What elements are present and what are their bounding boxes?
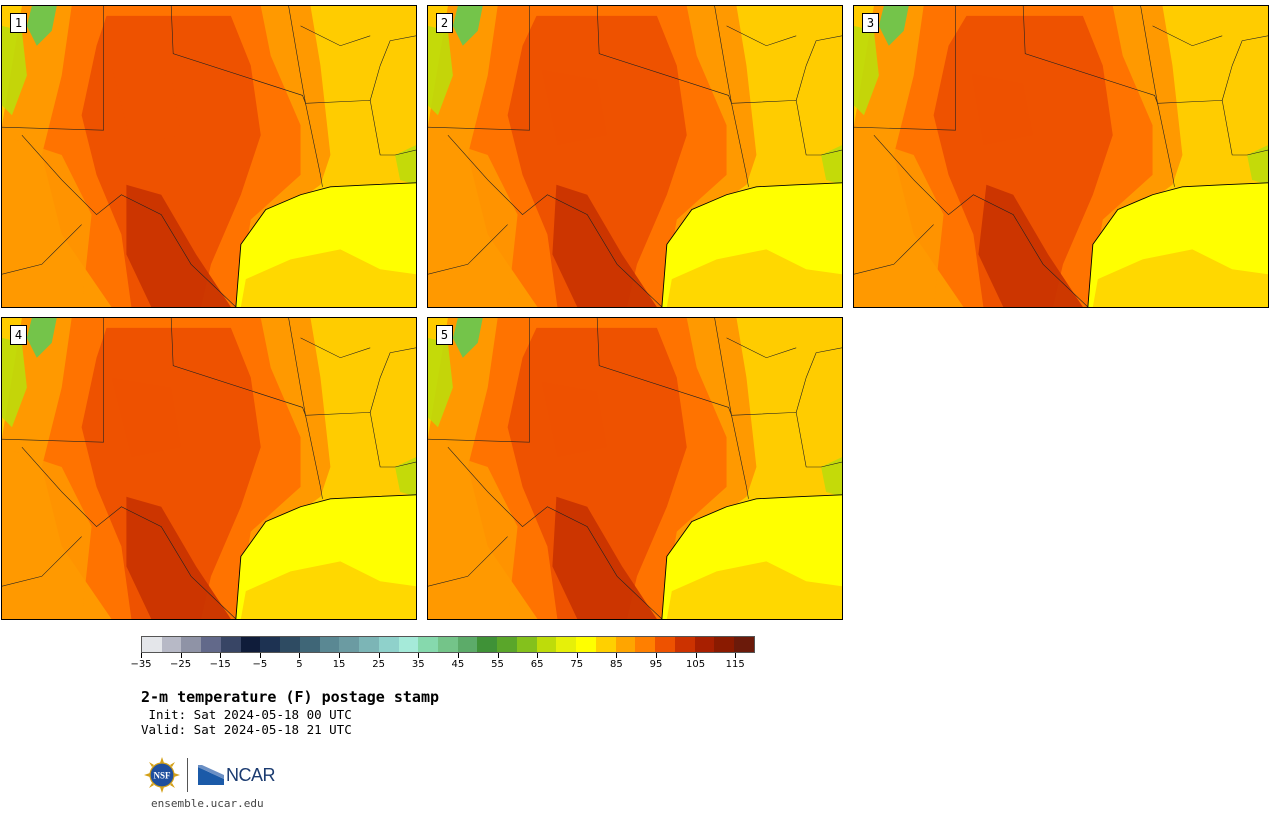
colorbar-tick-label: 115 bbox=[725, 659, 745, 670]
colorbar-swatch bbox=[438, 637, 458, 652]
colorbar-tick-label: 105 bbox=[686, 659, 706, 670]
colorbar-swatch bbox=[655, 637, 675, 652]
colorbar-swatch bbox=[516, 637, 537, 652]
temperature-map bbox=[428, 318, 842, 619]
colorbar-ticks: −35 −25 −15 −5 5 15 25 35 45 55 65 75 85 95 105 115 bbox=[130, 653, 755, 675]
colorbar-swatch bbox=[497, 637, 517, 652]
colorbar-tick bbox=[141, 653, 142, 658]
colorbar-swatch bbox=[142, 637, 162, 652]
nsf-logo-text: NSF bbox=[153, 771, 171, 781]
website-url: ensemble.ucar.edu bbox=[151, 797, 264, 810]
colorbar-swatch bbox=[181, 637, 202, 652]
colorbar-swatch bbox=[201, 637, 221, 652]
colorbar-swatch bbox=[714, 637, 735, 652]
temperature-map bbox=[854, 6, 1268, 307]
colorbar-tick-label: −25 bbox=[170, 659, 192, 670]
colorbar-swatch bbox=[615, 637, 636, 652]
colorbar-swatch bbox=[319, 637, 340, 652]
colorbar-swatch bbox=[161, 637, 182, 652]
member-number-label: 3 bbox=[862, 13, 879, 33]
colorbar-swatch bbox=[576, 637, 596, 652]
colorbar-swatch bbox=[635, 637, 656, 652]
colorbar-tick bbox=[655, 653, 657, 658]
colorbar-swatch bbox=[457, 637, 478, 652]
colorbar-swatch bbox=[220, 637, 241, 652]
valid-time: Valid: Sat 2024-05-18 21 UTC bbox=[141, 722, 352, 737]
ncar-mark-icon bbox=[198, 765, 224, 785]
colorbar-tick bbox=[616, 653, 618, 658]
colorbar-tick-label: 85 bbox=[609, 659, 623, 670]
nsf-logo: NSF bbox=[144, 757, 180, 793]
logo-separator bbox=[187, 758, 188, 792]
temperature-map bbox=[2, 318, 416, 619]
colorbar-tick bbox=[497, 653, 499, 658]
colorbar-swatch bbox=[359, 637, 379, 652]
colorbar bbox=[141, 636, 755, 653]
member-number-label: 2 bbox=[436, 13, 453, 33]
colorbar-tick-label: −5 bbox=[252, 659, 268, 670]
member-number-label: 5 bbox=[436, 325, 453, 345]
ncar-logo: NCAR bbox=[198, 762, 276, 788]
colorbar-tick bbox=[418, 653, 420, 658]
colorbar-swatch bbox=[477, 637, 498, 652]
colorbar-tick-label: 65 bbox=[530, 659, 544, 670]
map-panel-5: 5 bbox=[427, 317, 843, 620]
map-panel-2: 2 bbox=[427, 5, 843, 308]
colorbar-tick bbox=[576, 653, 578, 658]
colorbar-tick bbox=[378, 653, 380, 658]
colorbar-tick-label: 15 bbox=[332, 659, 346, 670]
chart-title: 2-m temperature (F) postage stamp bbox=[141, 688, 440, 706]
colorbar-swatch bbox=[556, 637, 577, 652]
colorbar-tick-label: 95 bbox=[649, 659, 663, 670]
colorbar-tick-label: 5 bbox=[296, 659, 303, 670]
colorbar-tick-label: 25 bbox=[372, 659, 386, 670]
colorbar-swatch bbox=[536, 637, 557, 652]
colorbar-swatch bbox=[260, 637, 281, 652]
map-panel-3: 3 bbox=[853, 5, 1269, 308]
map-panel-4: 4 bbox=[1, 317, 417, 620]
colorbar-tick-label: −15 bbox=[209, 659, 231, 670]
colorbar-tick bbox=[695, 653, 697, 658]
colorbar-tick-label: 55 bbox=[491, 659, 504, 670]
colorbar-tick bbox=[180, 653, 182, 658]
colorbar-swatch bbox=[694, 637, 715, 652]
colorbar-tick-label: 45 bbox=[451, 659, 465, 670]
colorbar-swatch bbox=[595, 637, 616, 652]
member-number-label: 4 bbox=[10, 325, 27, 345]
colorbar-tick bbox=[259, 653, 261, 658]
colorbar-swatch bbox=[339, 637, 360, 652]
colorbar-swatch bbox=[674, 637, 695, 652]
colorbar-swatch bbox=[299, 637, 320, 652]
colorbar-swatch bbox=[240, 637, 261, 652]
colorbar-swatch bbox=[280, 637, 300, 652]
colorbar-tick-label: 75 bbox=[570, 659, 584, 670]
init-time: Init: Sat 2024-05-18 00 UTC bbox=[141, 707, 352, 722]
member-number-label: 1 bbox=[10, 13, 27, 33]
colorbar-tick bbox=[537, 653, 539, 658]
colorbar-tick bbox=[457, 653, 459, 658]
temperature-map bbox=[2, 6, 416, 307]
colorbar-tick bbox=[735, 653, 737, 658]
colorbar-swatch bbox=[378, 637, 399, 652]
colorbar-tick-label: −35 bbox=[130, 659, 152, 670]
colorbar-swatch bbox=[734, 637, 754, 652]
map-panel-1: 1 bbox=[1, 5, 417, 308]
colorbar-swatch bbox=[398, 637, 419, 652]
colorbar-swatch bbox=[418, 637, 439, 652]
ncar-logo-text: NCAR bbox=[226, 764, 276, 785]
colorbar-tick bbox=[299, 653, 301, 658]
temperature-map bbox=[428, 6, 842, 307]
colorbar-tick bbox=[339, 653, 341, 658]
colorbar-tick-label: 35 bbox=[411, 659, 425, 670]
colorbar-tick bbox=[220, 653, 222, 658]
